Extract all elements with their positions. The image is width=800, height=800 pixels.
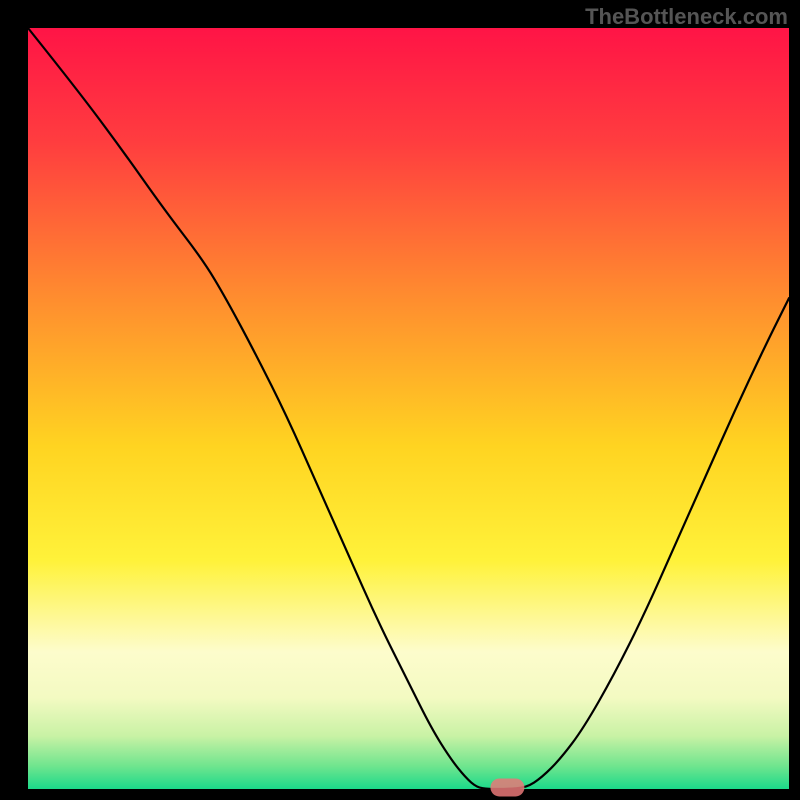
watermark-text: TheBottleneck.com <box>585 4 788 30</box>
chart-container: TheBottleneck.com <box>0 0 800 800</box>
bottleneck-chart <box>0 0 800 800</box>
plot-background <box>28 28 789 789</box>
optimal-marker <box>490 778 524 796</box>
